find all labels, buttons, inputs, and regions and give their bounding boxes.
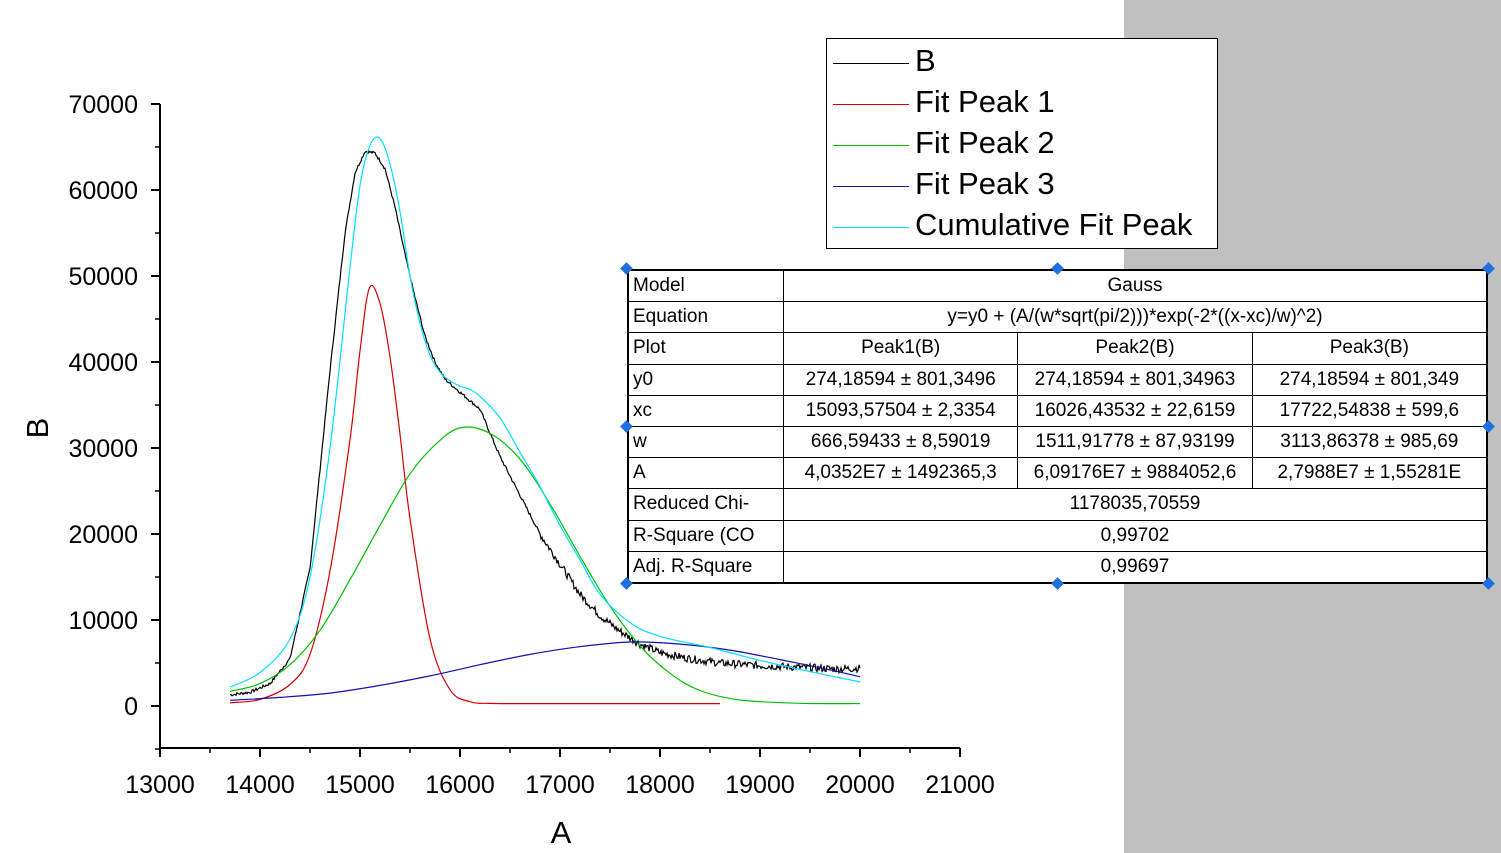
table-cell: Peak1(B) [782,332,1019,365]
x-axis-label: A [551,815,572,850]
table-cell: 274,18594 ± 801,34963 [1017,363,1253,396]
table-row: Reduced Chi- 1178035,70559 [628,488,1487,521]
table-cell: A [628,457,784,490]
legend-label: B [915,43,936,78]
table-cell: R-Square (CO [628,519,784,552]
y-axis-label: B [20,418,55,439]
table-row: Plot Peak1(B) Peak2(B) Peak3(B) [628,332,1488,365]
y-tick-label: 60000 [68,177,138,205]
series-line-fit-peak-3 [229,641,861,701]
table-cell: y=y0 + (A/(w*sqrt(pi/2)))*exp(-2*((x-xc)… [783,301,1487,334]
series-line-fit-peak-1 [229,284,720,705]
table-row: Equation y=y0 + (A/(w*sqrt(pi/2)))*exp(-… [628,301,1487,334]
table-cell: Reduced Chi- [628,488,784,521]
table-cell: 666,59433 ± 8,59019 [782,425,1019,459]
table-row: Model Gauss [628,269,1487,303]
table-cell: 0,99697 [783,550,1487,584]
legend-item[interactable]: Fit Peak 3 [827,164,1217,204]
ticks-layer: 13000 14000 15000 16000 17000 18000 19000 20000… [68,91,994,799]
y-tick-label: 0 [124,693,138,721]
legend-swatch [833,63,909,64]
legend-label: Fit Peak 2 [915,125,1055,160]
y-tick-label: 30000 [68,435,138,463]
table-cell: y0 [628,363,784,396]
table-cell: 16026,43532 ± 22,6159 [1017,394,1253,427]
table-row: y0 274,18594 ± 801,3496 274,18594 ± 801,… [628,363,1488,396]
table-cell: 274,18594 ± 801,349 [1251,363,1488,396]
legend-item[interactable]: Fit Peak 2 [827,123,1217,163]
legend-swatch [833,104,909,105]
x-tick-label: 17000 [525,771,595,799]
table-cell: Equation [628,301,784,334]
legend[interactable]: B Fit Peak 1 Fit Peak 2 Fit Peak 3 Cumulativ… [826,38,1218,249]
y-tick-label: 10000 [68,607,138,635]
x-tick-label: 20000 [825,771,895,799]
x-tick-label: 13000 [125,771,195,799]
y-tick-label: 50000 [68,263,138,291]
table-cell: Peak3(B) [1251,332,1488,365]
table-cell: xc [628,394,784,427]
table-cell: 1178035,70559 [783,488,1487,521]
x-tick-label: 16000 [425,771,495,799]
table-cell: 6,09176E7 ± 9884052,6 [1017,457,1253,490]
legend-swatch [833,227,909,228]
legend-swatch [833,186,909,187]
table-cell: 3113,86378 ± 985,69 [1251,425,1488,459]
table-cell: 2,7988E7 ± 1,55281E [1251,457,1488,490]
legend-swatch [833,145,909,146]
table-row: R-Square (CO 0,99702 [628,519,1487,552]
legend-item[interactable]: Fit Peak 1 [827,82,1217,122]
table-row: A 4,0352E7 ± 1492365,3 6,09176E7 ± 98840… [628,457,1488,490]
legend-item[interactable]: B [827,41,1217,81]
y-tick-label: 40000 [68,349,138,377]
table-cell: Gauss [783,269,1487,303]
series-line-b [229,150,861,697]
x-tick-label: 18000 [625,771,695,799]
series-line-fit-peak-2 [229,426,861,705]
table-cell: 1511,91778 ± 87,93199 [1017,425,1253,459]
y-tick-label: 20000 [68,521,138,549]
table-row: w 666,59433 ± 8,59019 1511,91778 ± 87,93… [628,425,1488,459]
series-layer [229,136,861,705]
legend-item[interactable]: Cumulative Fit Peak [827,205,1217,245]
table-row: Adj. R-Square 0,99697 [628,550,1487,584]
table-cell: Peak2(B) [1017,332,1253,365]
x-tick-label: 15000 [325,771,395,799]
x-tick-label: 21000 [925,771,995,799]
table-cell: 0,99702 [783,519,1487,552]
legend-label: Cumulative Fit Peak [915,207,1193,242]
x-tick-label: 19000 [725,771,795,799]
table-cell: w [628,425,784,459]
legend-label: Fit Peak 3 [915,166,1055,201]
table-cell: Plot [628,332,784,365]
table-cell: 15093,57504 ± 2,3354 [782,394,1019,427]
fit-stats-table[interactable]: Model Gauss Equation y=y0 + (A/(w*sqrt(p… [627,269,1488,584]
table-cell: 274,18594 ± 801,3496 [782,363,1019,396]
table-row: xc 15093,57504 ± 2,3354 16026,43532 ± 22… [628,394,1488,427]
x-tick-label: 14000 [225,771,295,799]
table-cell: 4,0352E7 ± 1492365,3 [782,457,1019,490]
y-tick-label: 70000 [68,91,138,119]
table-cell: Model [628,269,784,303]
table-cell: 17722,54838 ± 599,6 [1251,394,1488,427]
table-cell: Adj. R-Square [628,550,784,584]
series-line-cumulative-fit-peak [229,136,861,688]
legend-label: Fit Peak 1 [915,84,1055,119]
